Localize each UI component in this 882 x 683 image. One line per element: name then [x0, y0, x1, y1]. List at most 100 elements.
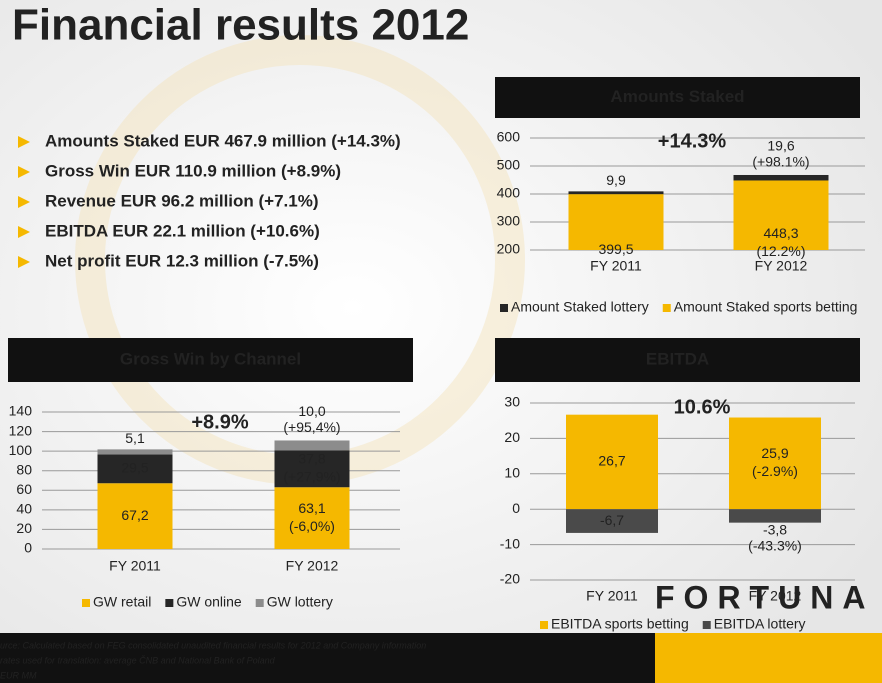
legend-label: EBITDA lottery: [714, 616, 806, 632]
y-tick-label: 600: [497, 129, 521, 145]
bar-segment: [729, 417, 821, 510]
y-tick-label: 300: [497, 213, 521, 229]
bullet: Gross Win EUR 110.9 million (+8.9%): [45, 161, 341, 180]
y-tick-label: 20: [16, 520, 32, 536]
footer-accent: [655, 633, 882, 683]
x-tick-label: FY 2012: [286, 558, 339, 574]
bar-segment: [568, 194, 664, 250]
y-tick-label: 400: [497, 185, 521, 201]
chart-title: Amounts Staked: [610, 87, 744, 106]
bar-segment: [566, 414, 658, 510]
growth-label: (+27,9%): [283, 468, 340, 484]
y-tick-label: 60: [16, 481, 32, 497]
legend-swatch: [165, 599, 174, 607]
value-label: 25,9: [761, 445, 788, 461]
y-tick-label: 140: [9, 403, 33, 419]
plot: [566, 414, 821, 533]
growth-label: (12.2%): [756, 243, 805, 259]
growth-label: (+98.1%): [752, 154, 809, 170]
legend-swatch: [662, 304, 671, 312]
plot: [97, 440, 350, 549]
bar-segment: [274, 450, 350, 488]
x-tick-label: FY 2011: [586, 588, 638, 604]
y-tick-label: -20: [500, 571, 520, 587]
annotation: 10.6%: [674, 396, 731, 418]
bullet-arrow: [18, 256, 30, 268]
value-label: 448,3: [763, 225, 798, 241]
bullet: Net profit EUR 12.3 million (-7.5%): [45, 251, 319, 270]
legend-label: GW lottery: [267, 594, 333, 610]
chart-header: [8, 338, 413, 382]
bar-segment: [97, 483, 173, 549]
growth-label: (-2.9%): [752, 463, 798, 479]
legend-label: EBITDA sports betting: [551, 616, 689, 632]
value-label: -3,8: [763, 521, 787, 537]
footnote: urce: Calculated based on FEG consolidat…: [0, 640, 426, 650]
value-label: 19,6: [767, 138, 794, 154]
bullet-arrow: [18, 136, 30, 148]
legend-swatch: [82, 599, 90, 607]
legend-swatch: [500, 304, 508, 312]
legend-label: Amount Staked sports betting: [674, 299, 858, 315]
legend-swatch: [702, 621, 711, 629]
bar-segment: [274, 440, 350, 451]
bar-segment: [733, 174, 829, 181]
annotation: +14.3%: [658, 130, 727, 152]
chart-title: Gross Win by Channel: [120, 349, 301, 368]
y-tick-label: 500: [497, 157, 521, 173]
bullet: Revenue EUR 96.2 million (+7.1%): [45, 191, 319, 210]
y-tick-label: 200: [497, 241, 521, 257]
legend-label: GW online: [176, 594, 242, 610]
bullet-arrow: [18, 226, 30, 238]
bar-segment: [97, 449, 173, 455]
bullet-arrow: [18, 196, 30, 208]
x-tick-label: FY 2012: [755, 258, 808, 274]
y-tick-label: -10: [500, 535, 520, 551]
y-tick-label: 0: [24, 540, 32, 556]
footnote: rates used for translation: average ČNB …: [0, 655, 276, 665]
value-label: 29,5: [121, 460, 148, 476]
bar-segment: [97, 454, 173, 484]
growth-label: (-6,0%): [289, 518, 335, 534]
y-tick-label: 20: [504, 429, 520, 445]
bar-segment: [274, 487, 350, 549]
bar-segment: [568, 191, 664, 195]
y-tick-label: 80: [16, 461, 32, 477]
x-tick-label: FY 2011: [109, 558, 161, 574]
bullet-arrow: [18, 166, 30, 178]
bullet: EBITDA EUR 22.1 million (+10.6%): [45, 221, 320, 240]
legend-swatch: [255, 599, 264, 607]
x-tick-label: FY 2011: [590, 258, 642, 274]
chart-header: [495, 77, 860, 118]
value-label: 10,0: [298, 403, 325, 419]
y-tick-label: 100: [9, 442, 33, 458]
value-label: -6,7: [600, 512, 624, 528]
chart-title: EBITDA: [646, 349, 709, 368]
value-label: 399,5: [598, 241, 633, 257]
legend-label: Amount Staked lottery: [511, 299, 649, 315]
value-label: 26,7: [598, 453, 625, 469]
growth-label: (-43.3%): [748, 537, 802, 553]
value-label: 9,9: [606, 172, 626, 188]
x-tick-label: FY 2012: [749, 588, 802, 604]
plot: [568, 174, 829, 250]
legend-swatch: [540, 621, 548, 629]
growth-label: (+95,4%): [283, 419, 340, 435]
y-tick-label: 0: [512, 500, 520, 516]
logo: FORTUNA: [655, 579, 874, 615]
y-tick-label: 40: [16, 501, 32, 517]
bullet: Amounts Staked EUR 467.9 million (+14.3%…: [45, 131, 401, 150]
bar-segment: [729, 509, 821, 523]
annotation: +8.9%: [191, 411, 248, 433]
value-label: 63,1: [298, 500, 325, 516]
slide-title: Financial results 2012: [12, 1, 469, 50]
chart-header: [495, 338, 860, 382]
value-label: 37,8: [298, 450, 325, 466]
value-label: 67,2: [121, 507, 148, 523]
y-tick-label: 10: [504, 465, 520, 481]
bar-segment: [566, 509, 658, 533]
value-label: 5,1: [125, 430, 145, 446]
y-tick-label: 120: [9, 422, 33, 438]
bar-segment: [733, 180, 829, 250]
